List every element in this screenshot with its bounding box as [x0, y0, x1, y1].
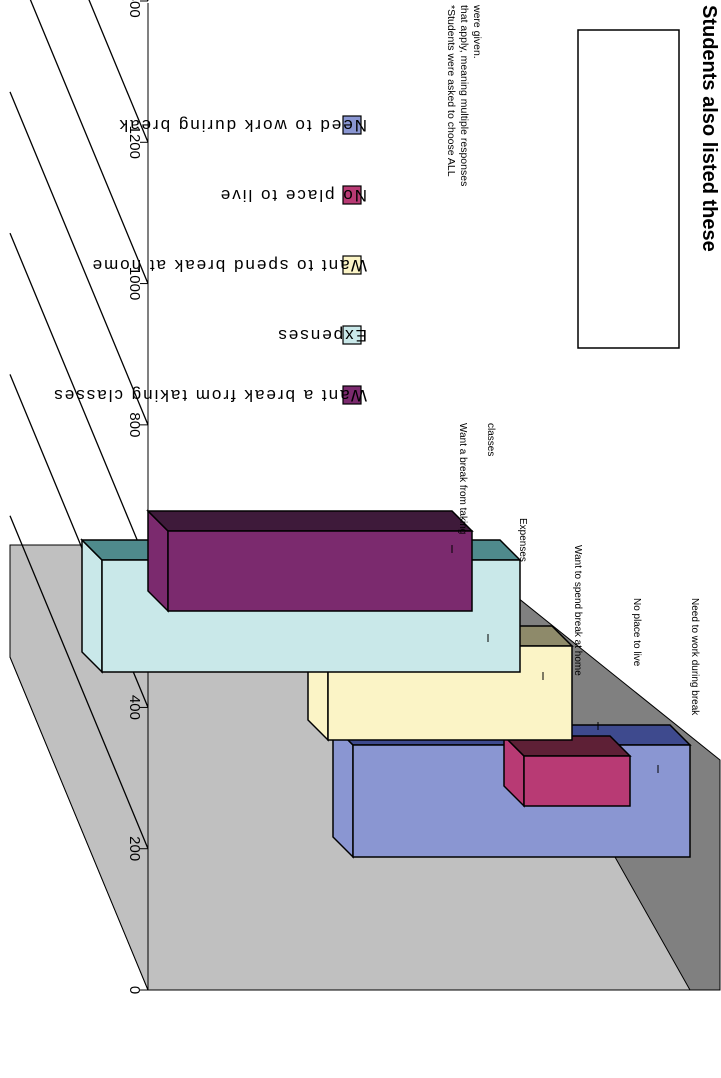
gridline [29, 0, 149, 284]
legend-item: Need to work during break [118, 115, 367, 135]
legend-swatch [342, 115, 362, 135]
category-label-line: Expenses [517, 518, 528, 562]
value-tick-label: 400 [126, 695, 143, 720]
bar-side-face [81, 538, 103, 674]
bar-2 [502, 734, 632, 808]
category-label-line: Want to spend break at home [572, 545, 583, 676]
legend-item: Want to spend break at home [91, 255, 367, 275]
legend-swatch [342, 185, 362, 205]
legend-label: Want to spend break at home [91, 256, 367, 275]
category-label: Need to work during break [689, 598, 700, 716]
legend-box [577, 29, 680, 349]
bar-5 [146, 509, 474, 613]
bar-side-face [332, 723, 354, 859]
category-label: Expenses [517, 518, 528, 562]
legend: Need to work during break No place to liv… [52, 29, 680, 405]
value-tick-label: 800 [126, 412, 143, 437]
gridline [9, 91, 149, 426]
bar-series [80, 509, 692, 859]
bar-top-face [146, 510, 474, 532]
legend-label: Want a break from taking classes [52, 386, 367, 405]
gridline [9, 515, 149, 849]
legend-label: Expenses [276, 326, 367, 345]
value-tick-label: 1000 [126, 267, 143, 300]
gridline [88, 0, 149, 143]
legend-label: No place to live [219, 186, 367, 205]
value-tick-label: 0 [126, 986, 143, 994]
footnote-line-1: *Students were asked to choose ALL [445, 5, 457, 177]
value-tick-label: 200 [126, 836, 143, 861]
legend-swatch [342, 325, 362, 345]
plot-area: 0200400600800100012001400 Need to work d… [9, 0, 721, 994]
legend-item: Want a break from taking classes [52, 385, 367, 405]
bar-front-face [167, 530, 473, 612]
category-label: Want a break from taking classes [457, 423, 496, 534]
category-label-line: classes [485, 423, 496, 456]
category-axis: Need to work during break No place to liv… [451, 423, 700, 773]
category-label-line: Need to work during break [689, 598, 700, 716]
footnote-line-2: that apply, meaning multiple responses [458, 5, 470, 186]
footnote-line-3: were given. [471, 4, 483, 59]
category-label-line: No place to live [631, 598, 642, 667]
category-label-line: Want a break from taking [457, 423, 468, 534]
legend-item: Expenses [276, 325, 367, 345]
value-tick-label: 1400 [126, 0, 143, 18]
chart-title: Students also listed these [698, 5, 720, 252]
legend-item: No place to live [219, 185, 367, 205]
footnote: *Students were asked to choose ALL that … [445, 4, 483, 186]
gridline [9, 232, 149, 567]
value-tick-label: 1200 [126, 126, 143, 159]
legend-swatch [342, 385, 362, 405]
legend-swatch [342, 255, 362, 275]
bar-front-face [523, 755, 631, 807]
legend-label: Need to work during break [118, 116, 367, 135]
category-label: No place to live [631, 598, 642, 667]
category-label: Want to spend break at home [572, 545, 583, 676]
